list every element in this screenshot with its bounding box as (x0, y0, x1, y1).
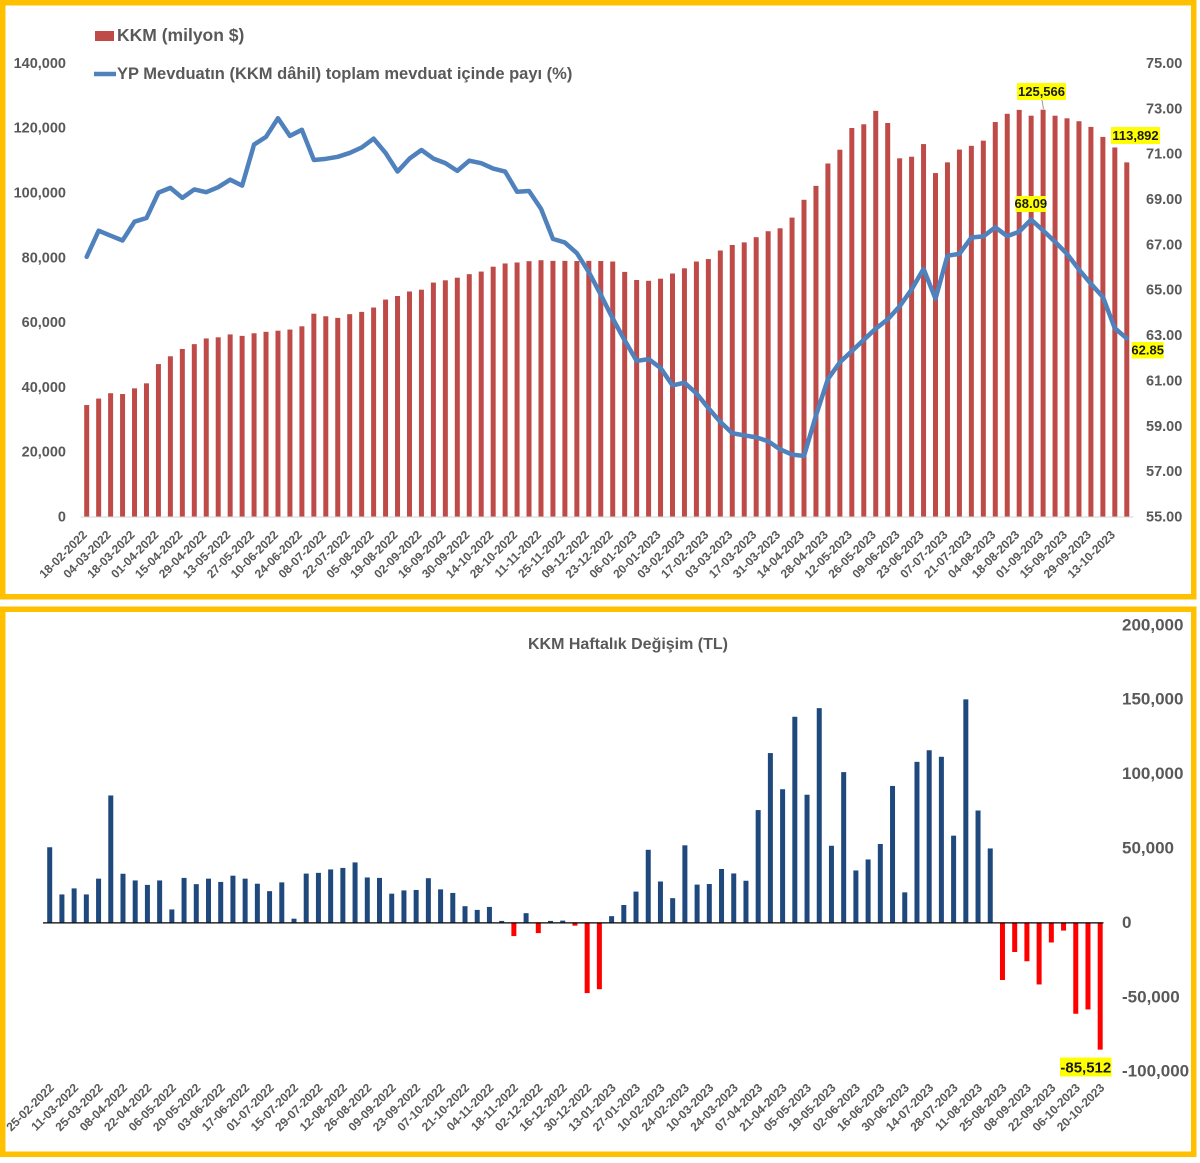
svg-text:50,000: 50,000 (1122, 839, 1174, 858)
svg-text:-100,000: -100,000 (1122, 1062, 1189, 1081)
svg-text:62.85: 62.85 (1131, 343, 1164, 358)
svg-text:68.09: 68.09 (1015, 196, 1048, 211)
svg-text:120,000: 120,000 (14, 121, 66, 137)
svg-text:40,000: 40,000 (22, 380, 66, 396)
svg-text:67.00: 67.00 (1146, 237, 1182, 253)
svg-text:YP Mevduatın (KKM dâhil) topla: YP Mevduatın (KKM dâhil) toplam mevduat … (117, 65, 572, 83)
svg-text:200,000: 200,000 (1122, 615, 1183, 634)
svg-text:73.00: 73.00 (1146, 101, 1182, 117)
svg-text:80,000: 80,000 (22, 250, 66, 266)
svg-text:20,000: 20,000 (22, 445, 66, 461)
svg-text:65.00: 65.00 (1146, 283, 1182, 299)
svg-text:100,000: 100,000 (1122, 764, 1183, 783)
svg-text:57.00: 57.00 (1146, 464, 1182, 480)
svg-text:55.00: 55.00 (1146, 510, 1182, 526)
svg-text:100,000: 100,000 (14, 186, 66, 202)
svg-text:71.00: 71.00 (1146, 147, 1182, 163)
svg-text:125,566: 125,566 (1018, 84, 1065, 99)
svg-text:KKM (milyon $): KKM (milyon $) (117, 25, 244, 45)
svg-text:63.00: 63.00 (1146, 328, 1182, 344)
svg-text:75.00: 75.00 (1146, 56, 1182, 72)
svg-text:150,000: 150,000 (1122, 690, 1183, 709)
svg-text:59.00: 59.00 (1146, 419, 1182, 435)
svg-text:61.00: 61.00 (1146, 373, 1182, 389)
svg-text:60,000: 60,000 (22, 315, 66, 331)
svg-text:69.00: 69.00 (1146, 192, 1182, 208)
svg-text:113,892: 113,892 (1112, 128, 1158, 143)
svg-text:KKM Haftalık Değişim (TL): KKM Haftalık Değişim (TL) (528, 636, 728, 653)
svg-text:0: 0 (1122, 913, 1131, 932)
svg-text:-85,512: -85,512 (1060, 1060, 1111, 1077)
svg-text:140,000: 140,000 (14, 56, 66, 72)
svg-text:0: 0 (58, 510, 66, 526)
svg-text:-50,000: -50,000 (1122, 987, 1180, 1006)
